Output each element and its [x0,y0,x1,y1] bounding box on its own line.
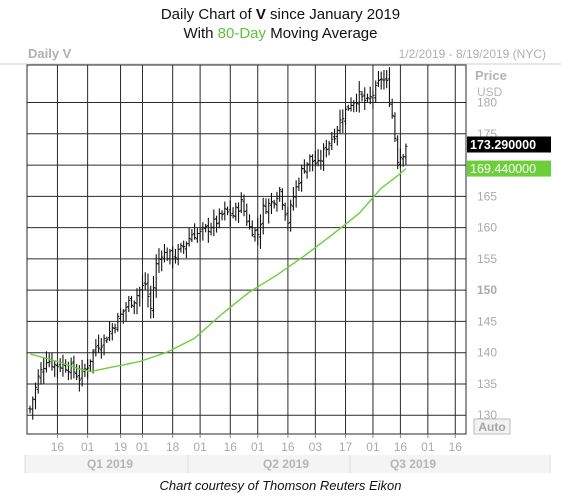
plot-frame [26,64,467,435]
x-tick-label: 03 [309,440,323,454]
currency-label: USD [477,85,503,99]
last-price-badge [467,136,551,153]
x-tick-label: 01 [136,440,150,454]
quarter-band [25,455,550,473]
price-axis-label: Price [475,68,507,83]
ma-value-badge-text: 169.440000 [470,162,536,176]
y-tick-label: 140 [477,346,497,360]
y-tick-label: 155 [477,252,497,266]
price-badges: 173.290000 169.440000 [467,136,551,177]
title-ma-highlight: 80-Day [217,25,267,42]
x-tick-label: 01 [193,440,207,454]
y-tick-label: 160 [477,221,497,235]
header-left-label: Daily V [28,46,72,61]
quarter-label: Q3 2019 [390,457,436,471]
ma-value-badge [467,160,551,177]
x-tick-label: 01 [421,440,435,454]
x-tick-label: 16 [394,440,408,454]
y-tick-label: 145 [477,314,497,328]
y-tick-label: 150 [477,283,497,297]
axes: Daily V 1/2/2019 - 8/19/2019 (NYC)1301351… [0,46,561,473]
x-tick-label: 16 [281,440,295,454]
chart-title: Daily Chart of V since January 2019 With… [0,5,561,43]
x-tick-label: 19 [114,440,128,454]
x-tick-label: 16 [224,440,238,454]
grid [26,64,467,435]
chart-credit: Chart courtesy of Thomson Reuters Eikon [159,478,402,493]
y-tick-label: 180 [477,96,497,110]
title-line-1: Daily Chart of V since January 2019 [160,6,401,23]
title-symbol: V [255,6,266,23]
y-tick-label: 135 [477,377,497,391]
x-tick-label: 17 [339,440,353,454]
x-tick-label: 01 [81,440,95,454]
y-tick-label: 165 [477,189,497,203]
header-date-range: 1/2/2019 - 8/19/2019 (NYC) [399,47,546,61]
quarter-label: Q1 2019 [87,457,133,471]
moving-average [29,168,407,373]
last-price-badge-text: 173.290000 [470,138,536,152]
x-tick-label: 16 [449,440,463,454]
price-bars [28,67,408,420]
ma-80-day-line [29,168,407,373]
x-tick-label: 01 [366,440,380,454]
quarter-label: Q2 2019 [263,457,309,471]
x-tick-label: 18 [166,440,180,454]
price-chart: Daily V 1/2/2019 - 8/19/2019 (NYC)1301351… [0,46,561,473]
auto-scale-box [473,418,511,435]
x-tick-label: 01 [251,440,265,454]
auto-scale-label: Auto [478,420,505,434]
title-line-2: With 80-Day Moving Average [183,25,378,42]
x-tick-label: 16 [51,440,65,454]
